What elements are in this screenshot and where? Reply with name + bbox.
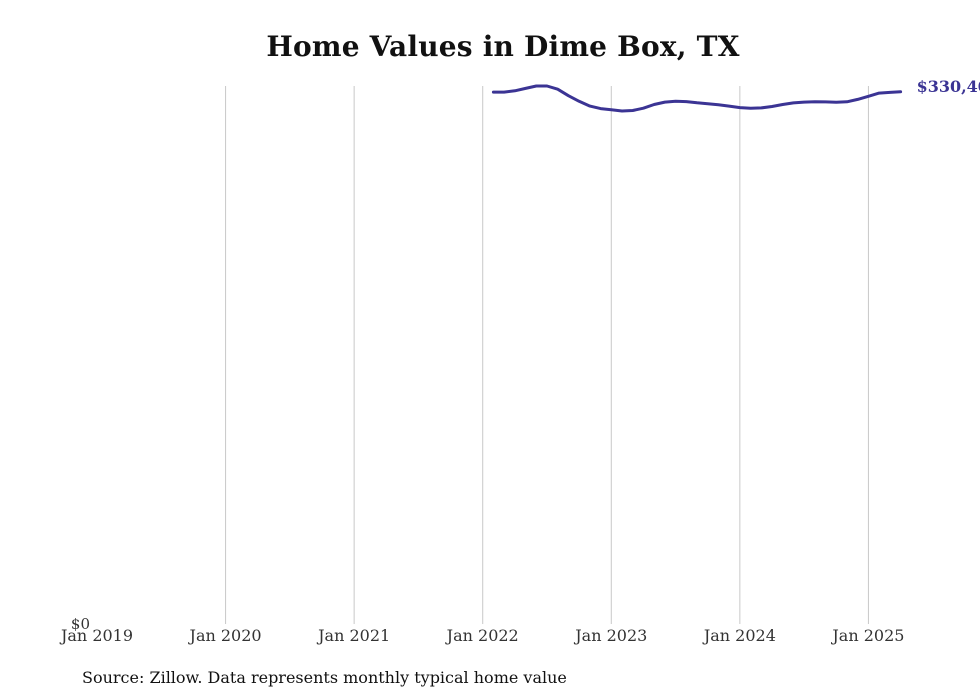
data-point-2023-04: [642, 107, 644, 109]
data-point-2022-06: [535, 85, 537, 87]
data-point-2022-09: [567, 94, 569, 96]
data-point-2023-02: [621, 110, 623, 112]
data-point-2024-06: [792, 102, 794, 104]
y-tick-label-zero: $0: [71, 615, 90, 633]
x-tick-label-2023: Jan 2023: [573, 626, 647, 645]
data-point-2022-10: [578, 100, 580, 102]
data-point-2025-03: [889, 91, 891, 93]
data-point-2022-08: [557, 88, 559, 90]
data-point-2024-11: [846, 101, 848, 103]
data-point-2023-03: [632, 109, 634, 111]
data-point-2023-06: [664, 101, 666, 103]
data-point-2024-09: [824, 101, 826, 103]
data-point-2024-02: [749, 107, 751, 109]
end-value-label: $330,404: [917, 77, 980, 96]
data-point-2023-01: [610, 109, 612, 111]
data-point-2023-12: [728, 105, 730, 107]
chart-title: Home Values in Dime Box, TX: [266, 30, 740, 63]
data-point-2024-01: [739, 106, 741, 108]
data-point-2023-05: [653, 103, 655, 105]
data-point-2022-02: [492, 91, 494, 93]
data-point-2022-12: [599, 107, 601, 109]
x-tick-label-2022: Jan 2022: [445, 626, 519, 645]
source-note: Source: Zillow. Data represents monthly …: [82, 668, 567, 687]
data-point-2022-07: [546, 85, 548, 87]
data-point-2024-12: [857, 98, 859, 100]
data-point-2022-04: [514, 90, 516, 92]
data-point-2025-02: [878, 92, 880, 94]
data-point-2024-08: [814, 101, 816, 103]
data-point-2022-05: [524, 87, 526, 89]
data-point-2023-09: [696, 102, 698, 104]
data-point-2023-11: [717, 104, 719, 106]
x-tick-label-2019: Jan 2019: [59, 626, 133, 645]
series-line-0: [491, 84, 903, 113]
data-point-2024-03: [760, 107, 762, 109]
data-point-2024-10: [835, 101, 837, 103]
data-point-2025-01: [867, 95, 869, 97]
data-point-2023-08: [685, 100, 687, 102]
data-point-2024-04: [771, 105, 773, 107]
data-point-2022-03: [503, 91, 505, 93]
data-point-2023-10: [707, 103, 709, 105]
x-tick-label-2021: Jan 2021: [316, 626, 390, 645]
data-point-2023-07: [674, 100, 676, 102]
data-point-2024-07: [803, 101, 805, 103]
x-tick-label-2024: Jan 2024: [702, 626, 776, 645]
data-point-2025-04: [899, 91, 901, 93]
x-tick-label-2020: Jan 2020: [188, 626, 262, 645]
data-point-2022-11: [589, 105, 591, 107]
x-tick-label-2025: Jan 2025: [830, 626, 904, 645]
data-point-2024-05: [782, 103, 784, 105]
